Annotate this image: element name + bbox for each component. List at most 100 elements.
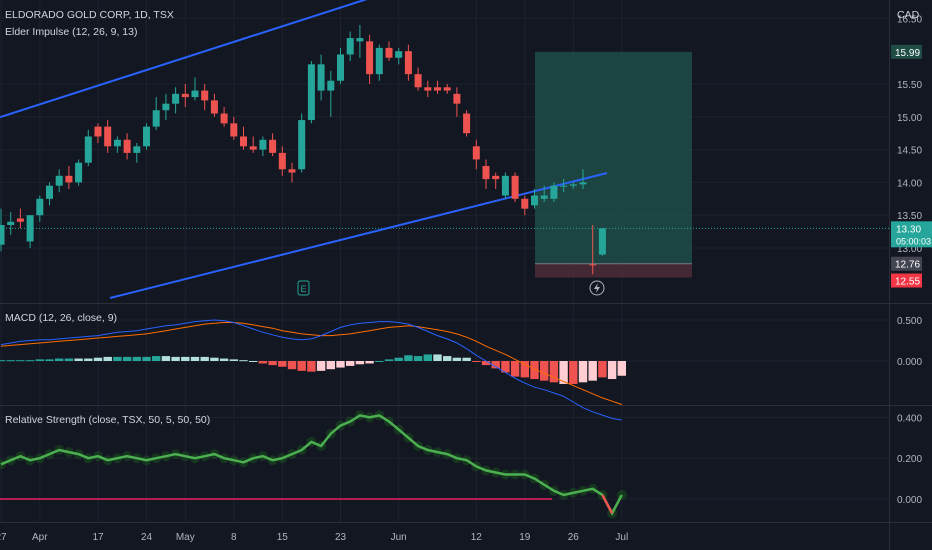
symbol-title: ELDORADO GOLD CORP, 1D, TSX [5, 9, 174, 21]
macd-histogram-bar [161, 356, 171, 361]
price-tick-label: 15.00 [897, 113, 922, 124]
macd-histogram-bar [607, 361, 617, 380]
time-axis-label: May [176, 532, 195, 543]
macd-histogram-bar [6, 360, 15, 362]
rs-line [0, 414, 623, 516]
time-axis-label: Jul [615, 532, 628, 543]
candle-body [501, 175, 509, 196]
macd-histogram-bar [122, 356, 132, 361]
macd-histogram-bar [45, 359, 54, 361]
candle-body [375, 47, 383, 75]
macd-histogram-bar [413, 356, 423, 361]
candle-body [55, 175, 63, 186]
target-price-tag: 15.99 [895, 48, 920, 59]
macd-histogram-bar [64, 358, 74, 361]
macd-histogram-bar [113, 356, 122, 361]
candle-body [482, 166, 490, 180]
candle-body [162, 103, 170, 111]
macd-histogram-bar [375, 361, 384, 362]
macd-line [0, 319, 622, 421]
currency-label: CAD [897, 9, 920, 21]
price-tick-label: 13.00 [897, 244, 922, 255]
lightning-circle [589, 280, 605, 296]
macd-histogram-bar [540, 361, 549, 381]
macd-histogram-bar [239, 360, 248, 362]
time-axis-label: 12 [471, 532, 483, 543]
time-axis-label: 19 [519, 532, 531, 543]
candle-body [540, 195, 548, 199]
candle-body [152, 110, 160, 127]
earnings-e-glyph: E [300, 284, 306, 294]
candle-body [453, 93, 461, 104]
earnings-icon: E [297, 280, 310, 296]
macd-histogram-bar [35, 359, 44, 361]
rs-tick-label: 0.200 [897, 454, 922, 465]
macd-histogram-bar [219, 358, 229, 361]
candle-body [579, 182, 587, 185]
rs-legend[interactable]: Relative Strength (close, TSX, 50, 5, 50… [5, 414, 210, 426]
time-axis-label: 8 [231, 532, 237, 543]
candle-body [443, 87, 451, 91]
position-stop-zone [535, 263, 692, 278]
time-axis-label: 17 [92, 532, 104, 543]
macd-histogram-bar [617, 361, 626, 376]
position-target-zone [535, 51, 692, 264]
candle-body [298, 120, 306, 170]
macd-histogram-bar [287, 361, 297, 370]
indicator-legend[interactable]: Elder Impulse (12, 26, 9, 13) [5, 26, 138, 38]
macd-histogram-bar [501, 361, 510, 373]
candle-body [133, 146, 141, 153]
candle-body [36, 198, 44, 216]
candle-body [366, 41, 374, 75]
last-price-tag-bg [891, 221, 932, 248]
macd-histogram-bar [210, 357, 219, 361]
macd-histogram-bar [316, 361, 326, 371]
candle-body [434, 87, 441, 91]
macd-histogram-bar [452, 357, 462, 361]
candle-body [385, 47, 393, 58]
candle-body [143, 126, 150, 147]
macd-histogram-bar [462, 357, 471, 361]
macd-histogram-bar [258, 361, 268, 364]
candle-body [589, 264, 597, 266]
macd-histogram-bar [530, 361, 539, 380]
macd-legend[interactable]: MACD (12, 26, close, 9) [5, 312, 117, 324]
macd-histogram-bar [307, 361, 316, 372]
candle-body [123, 139, 131, 153]
macd-tick-label: 0.000 [897, 357, 922, 368]
candle-body [104, 126, 112, 147]
countdown-tag: 05:00:03 [896, 236, 931, 246]
candle-body [472, 146, 480, 160]
macd-histogram-bar [16, 360, 25, 362]
candle-body [346, 38, 354, 55]
target-price-tag-bg [891, 44, 922, 59]
candle-body [395, 51, 403, 58]
lightning-bolt [594, 283, 600, 293]
candle-body [337, 54, 344, 81]
symbol-legend[interactable]: ELDORADO GOLD CORP, 1D, TSX [5, 9, 174, 21]
macd-histogram-bar [394, 357, 403, 361]
candle-body [259, 139, 267, 150]
candle-body [269, 139, 277, 153]
macd-histogram-bar [491, 361, 500, 369]
macd-histogram-bar [171, 356, 180, 361]
candle-body [531, 195, 538, 206]
macd-histogram-bar [132, 356, 141, 361]
rs-negative-segment [601, 494, 614, 514]
candle-body [404, 51, 412, 75]
candle-body [521, 198, 529, 209]
time-axis-label: 23 [335, 532, 347, 543]
candle-body [288, 169, 296, 173]
macd-histogram-bar [510, 361, 520, 377]
candle-body [0, 225, 5, 245]
candle-body [356, 38, 364, 42]
lightning-icon [589, 280, 605, 296]
candle-body [240, 136, 247, 147]
rs-legend-label: Relative Strength (close, TSX, 50, 5, 50… [5, 414, 211, 426]
price-tick-label: 13.50 [897, 211, 922, 222]
macd-histogram-bar [0, 360, 6, 362]
macd-histogram-bar [142, 356, 151, 361]
last-price-tag: 13.30 [896, 224, 921, 235]
candle-body [307, 64, 315, 121]
